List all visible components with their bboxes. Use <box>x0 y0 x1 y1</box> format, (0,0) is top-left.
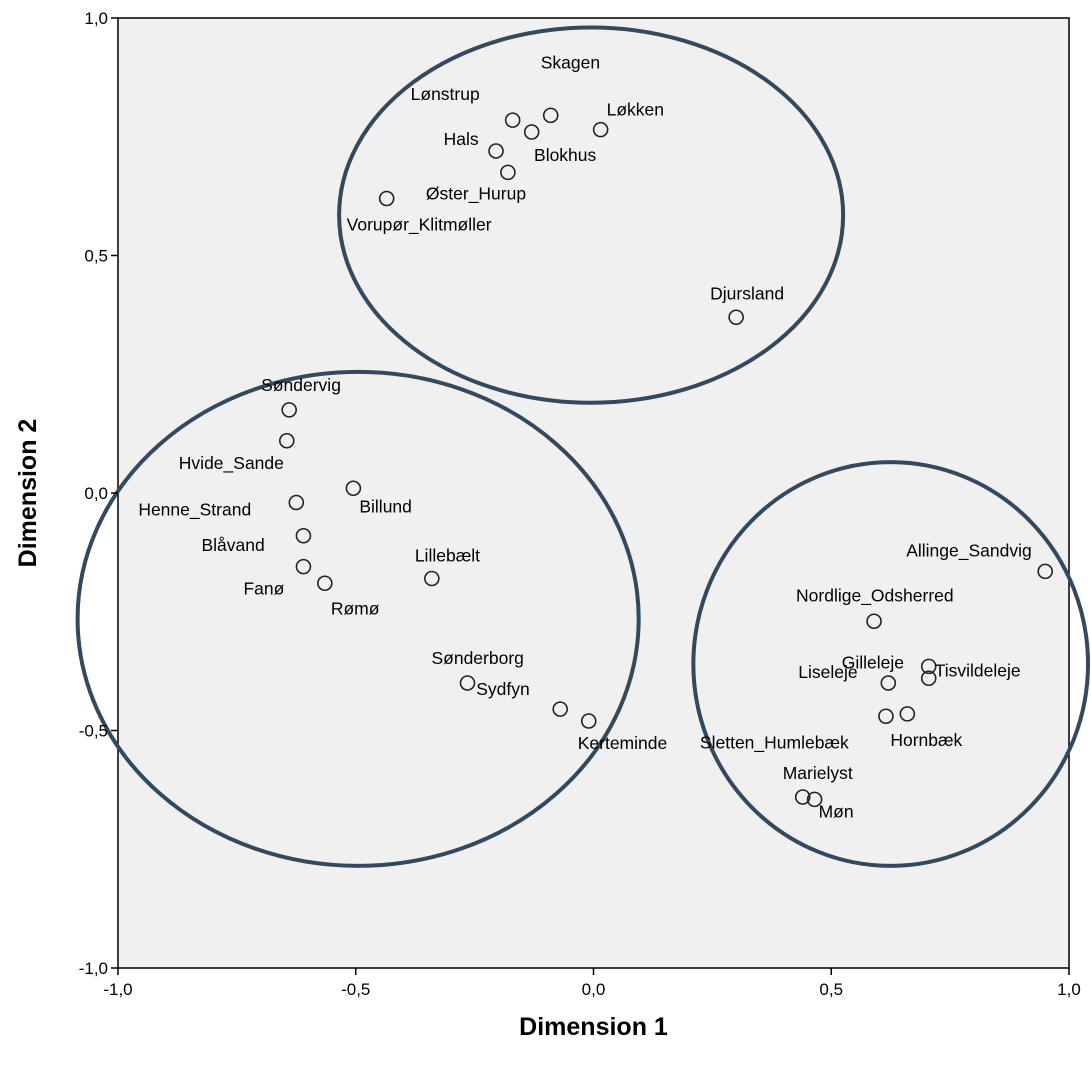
data-point-marielyst <box>794 789 811 805</box>
point-label-øster-hurup: Øster_Hurup <box>426 183 526 204</box>
point-label-vorupør-klitmøller: Vorupør_Klitmøller <box>347 215 492 236</box>
point-labels: Skagen Lønstrup Løkken Hals Blokhus Øster_Hur… <box>138 52 1031 821</box>
point-label-blåvand: Blåvand <box>201 535 264 555</box>
x-tick-label: -0,5 <box>341 980 370 999</box>
point-label-søndervig: Søndervig <box>261 375 341 395</box>
point-label-tisvildeleje: Tisvildeleje <box>935 660 1021 680</box>
x-tick-label: -1,0 <box>103 980 132 999</box>
point-label-lønstrup: Lønstrup <box>411 84 480 104</box>
data-point-kerteminde <box>580 713 597 729</box>
data-point-møn <box>806 791 823 808</box>
y-tick-label: -1,0 <box>79 959 108 978</box>
data-point-fanø <box>295 558 312 575</box>
data-point-billund <box>345 480 362 497</box>
data-point-djursland <box>728 309 744 326</box>
data-point-allinge-sandvig <box>1037 563 1054 580</box>
point-label-gilleleje: Gilleleje <box>842 652 904 672</box>
cluster-ellipse-3 <box>691 460 1091 868</box>
cluster-ellipses <box>75 25 1091 868</box>
y-tick-label: 0,5 <box>84 247 108 266</box>
data-point-sletten-humlebæk <box>878 708 894 725</box>
data-point-blokhus <box>488 143 504 159</box>
data-point-lillebælt <box>424 570 440 587</box>
cluster-ellipse-1 <box>337 25 846 405</box>
data-point-liseleje <box>880 675 897 691</box>
data-point-øster-hurup <box>500 164 516 181</box>
data-point-nordlige-odsherred <box>866 613 882 630</box>
data-point-søndervig <box>281 402 297 418</box>
x-axis: -1,0 -0,5 0,0 0,5 1,0 <box>103 968 1081 999</box>
data-point-lønstrup <box>504 112 521 128</box>
data-point-tisvildeleje <box>920 670 937 687</box>
point-label-hornbæk: Hornbæk <box>890 730 962 750</box>
point-label-billund: Billund <box>359 496 412 516</box>
point-label-marielyst: Marielyst <box>783 763 853 783</box>
cluster-ellipse-2 <box>75 369 641 868</box>
point-label-liseleje: Liseleje <box>798 662 857 682</box>
data-point-skagen <box>542 107 559 124</box>
point-label-fanø: Fanø <box>243 579 284 599</box>
x-tick-label: 0,5 <box>819 980 843 999</box>
y-tick-label: -0,5 <box>79 722 108 741</box>
point-label-sletten-humlebæk: Sletten_Humlebæk <box>700 732 849 753</box>
point-label-hvide-sande: Hvide_Sande <box>179 453 284 474</box>
y-axis: 1,0 0,5 0,0 -0,5 -1,0 <box>79 9 118 978</box>
point-label-allinge-sandvig: Allinge_Sandvig <box>906 540 1032 561</box>
x-tick-label: 0,0 <box>582 980 606 999</box>
data-point-vorupør-klitmøller <box>378 190 395 207</box>
y-axis-title: Dimension 2 <box>14 419 42 568</box>
data-points <box>279 107 1054 808</box>
data-point-sydfyn <box>552 701 569 717</box>
data-point-hals <box>523 124 540 140</box>
data-point-løkken <box>592 121 609 138</box>
data-point-sønderborg <box>459 675 476 691</box>
x-axis-title: Dimension 1 <box>519 1013 668 1041</box>
data-point-blåvand <box>295 527 312 544</box>
x-tick-label: 1,0 <box>1057 980 1081 999</box>
data-point-gilleleje <box>920 658 937 675</box>
point-label-rømø: Rømø <box>331 598 380 618</box>
point-label-sønderborg: Sønderborg <box>431 648 523 668</box>
point-label-nordlige-odsherred: Nordlige_Odsherred <box>796 585 954 606</box>
point-label-sydfyn: Sydfyn <box>476 679 529 699</box>
point-label-kerteminde: Kerteminde <box>578 733 668 753</box>
data-point-rømø <box>317 575 333 592</box>
data-point-hornbæk <box>899 706 916 722</box>
data-point-henne-strand <box>288 494 305 511</box>
y-tick-label: 1,0 <box>84 9 108 28</box>
plot-area <box>117 17 1070 969</box>
point-label-skagen: Skagen <box>541 52 600 72</box>
point-label-lillebælt: Lillebælt <box>415 546 480 566</box>
y-tick-label: 0,0 <box>84 484 108 503</box>
point-label-møn: Møn <box>819 801 854 821</box>
point-label-blokhus: Blokhus <box>534 145 597 165</box>
data-point-hvide-sande <box>279 432 295 449</box>
point-label-djursland: Djursland <box>710 283 784 303</box>
point-label-hals: Hals <box>444 129 479 149</box>
point-label-henne-strand: Henne_Strand <box>138 500 251 521</box>
point-label-løkken: Løkken <box>607 100 664 120</box>
